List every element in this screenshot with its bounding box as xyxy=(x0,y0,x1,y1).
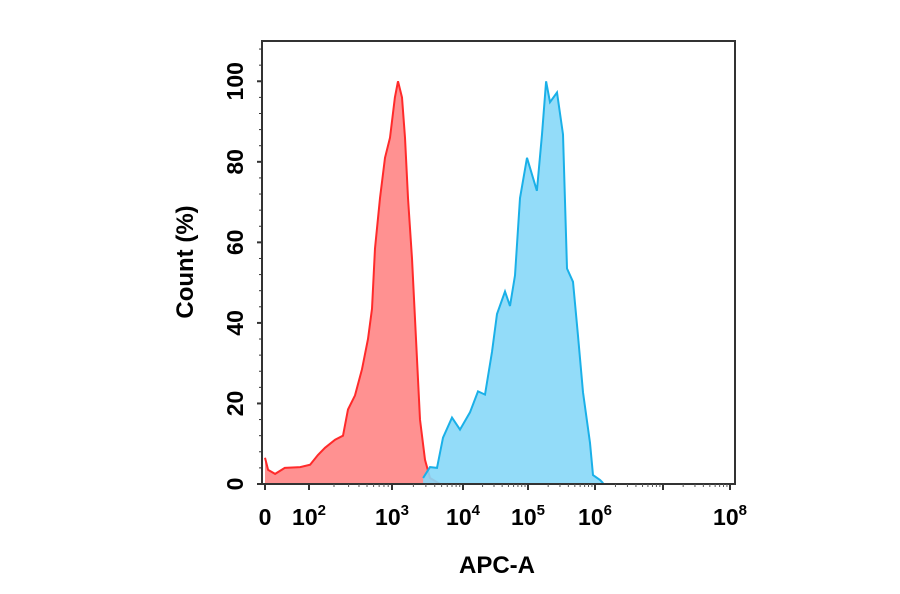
x-tick-exponent: 5 xyxy=(537,502,545,519)
x-tick-label: 102 xyxy=(292,502,326,530)
plot-frame xyxy=(261,40,736,485)
x-tick-label: 104 xyxy=(446,502,481,530)
x-tick-base: 10 xyxy=(292,504,318,530)
series-0-area xyxy=(265,81,440,485)
series-layer xyxy=(264,81,604,485)
x-tick-exponent: 2 xyxy=(318,502,326,519)
x-tick-exponent: 6 xyxy=(604,502,612,519)
x-tick-label: 106 xyxy=(578,502,612,530)
y-tick-label: 100 xyxy=(222,62,248,100)
x-tick-base: 10 xyxy=(578,504,604,530)
x-axis-title: APC-A xyxy=(459,552,535,579)
y-tick-label: 0 xyxy=(222,478,248,491)
x-tick-label: 108 xyxy=(713,502,747,530)
x-tick-exponent: 4 xyxy=(472,502,481,519)
x-tick-base: 10 xyxy=(713,504,739,530)
x-axis: 0 102 103 104 105 106 108 xyxy=(259,484,747,530)
y-tick-label: 20 xyxy=(222,391,248,417)
y-tick-label: 40 xyxy=(222,310,248,336)
y-tick-label: 60 xyxy=(222,230,248,256)
y-axis-title: Count (%) xyxy=(172,205,199,318)
x-tick-base: 10 xyxy=(511,504,537,530)
x-tick-exponent: 8 xyxy=(739,502,747,519)
y-axis: 0 20 40 60 80 100 xyxy=(222,48,262,491)
x-tick-label: 0 xyxy=(259,504,272,530)
x-tick-label: 103 xyxy=(375,502,409,530)
series-1-area xyxy=(423,81,604,485)
x-tick-base: 0 xyxy=(259,504,272,530)
x-tick-exponent: 3 xyxy=(401,502,409,519)
y-tick-label: 80 xyxy=(222,149,248,175)
series-1-line xyxy=(422,81,604,484)
x-tick-label: 105 xyxy=(511,502,545,530)
x-tick-base: 10 xyxy=(446,504,472,530)
series-0-line xyxy=(264,81,441,485)
x-tick-base: 10 xyxy=(375,504,401,530)
